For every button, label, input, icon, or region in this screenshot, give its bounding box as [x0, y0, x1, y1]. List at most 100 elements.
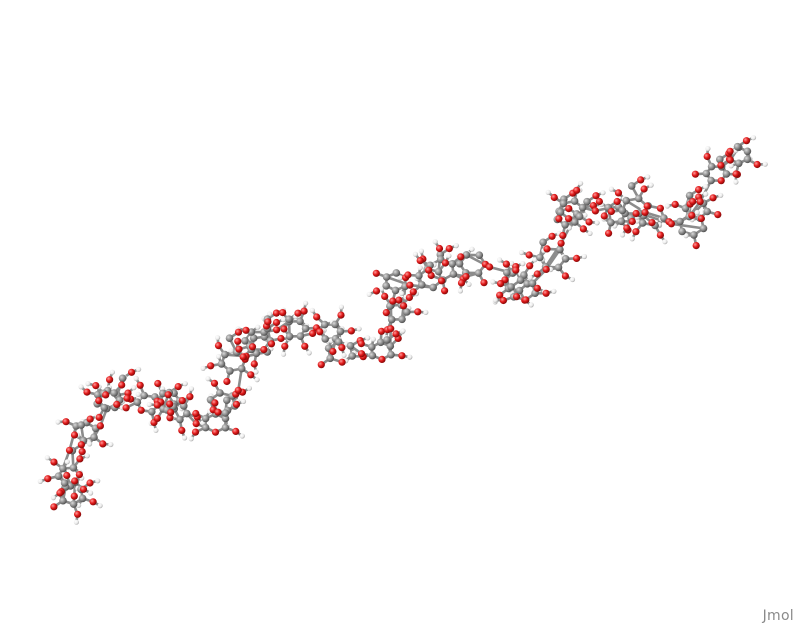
carbon-atom: [743, 147, 752, 156]
hydrogen-atom: [95, 478, 101, 484]
oxygen-atom: [78, 448, 86, 456]
oxygen-atom: [600, 212, 608, 220]
hydrogen-atom: [705, 146, 711, 152]
hydrogen-atom: [109, 369, 115, 375]
carbon-atom: [415, 271, 423, 280]
hydrogen-atom: [108, 441, 114, 448]
carbon-atom: [346, 342, 355, 350]
oxygen-atom: [697, 214, 706, 223]
carbon-atom: [221, 414, 230, 423]
hydrogen-atom: [619, 232, 626, 238]
carbon-atom: [225, 334, 234, 343]
hydrogen-atom: [44, 455, 50, 461]
oxygen-atom: [392, 330, 400, 338]
oxygen-atom: [192, 409, 200, 418]
carbon-atom: [622, 196, 630, 205]
oxygen-atom: [499, 296, 507, 305]
oxygen-atom: [191, 428, 200, 436]
oxygen-atom: [726, 156, 734, 164]
carbon-atom: [515, 286, 524, 295]
carbon-atom: [575, 212, 584, 221]
oxygen-atom: [533, 270, 541, 278]
carbon-atom: [382, 282, 391, 290]
carbon-atom: [386, 342, 395, 350]
oxygen-atom: [192, 420, 200, 428]
hydrogen-atom: [648, 182, 654, 188]
oxygen-atom: [178, 397, 186, 405]
carbon-atom: [285, 315, 293, 324]
oxygen-atom: [561, 272, 570, 280]
oxygen-atom: [753, 160, 761, 169]
oxygen-atom: [273, 326, 281, 334]
hydrogen-atom: [664, 203, 671, 209]
carbon-atom: [391, 286, 400, 295]
oxygen-atom: [210, 379, 219, 387]
hydrogen-atom: [216, 353, 222, 360]
oxygen-atom: [557, 239, 565, 247]
oxygen-atom: [640, 185, 648, 193]
oxygen-atom: [357, 350, 366, 358]
carbon-atom: [681, 204, 690, 213]
hydrogen-atom: [215, 335, 221, 341]
oxygen-atom: [99, 440, 107, 448]
carbon-atom: [201, 423, 210, 432]
oxygen-atom: [648, 219, 656, 227]
oxygen-atom: [438, 277, 446, 285]
oxygen-atom: [641, 208, 649, 216]
oxygen-atom: [623, 224, 631, 232]
oxygen-atom: [186, 393, 194, 401]
carbon-atom: [561, 221, 569, 229]
oxygen-atom: [50, 503, 58, 511]
oxygen-atom: [232, 427, 240, 435]
hydrogen-atom: [600, 190, 606, 196]
oxygen-atom: [329, 347, 337, 356]
hydrogen-atom: [466, 281, 472, 287]
hydrogen-atom: [520, 261, 526, 267]
hydrogen-atom: [306, 350, 312, 356]
oxygen-atom: [573, 186, 581, 194]
hydrogen-atom: [37, 478, 43, 484]
carbon-atom: [607, 218, 615, 227]
carbon-atom: [368, 343, 376, 351]
hydrogen-atom: [423, 309, 429, 315]
hydrogen-atom: [582, 212, 588, 218]
hydrogen-atom: [497, 257, 503, 263]
oxygen-atom: [347, 327, 355, 335]
hydrogen-atom: [338, 304, 344, 310]
oxygen-atom: [136, 381, 144, 389]
oxygen-atom: [632, 209, 640, 218]
carbon-atom: [403, 308, 411, 316]
hydrogen-atom: [131, 385, 137, 391]
oxygen-atom: [605, 229, 613, 237]
hydrogen-atom: [356, 326, 362, 332]
hydrogen-atom: [379, 286, 385, 292]
oxygen-atom: [89, 498, 97, 506]
carbon-atom: [539, 238, 547, 247]
oxygen-atom: [372, 269, 380, 277]
oxygen-atom: [267, 340, 276, 348]
oxygen-atom: [301, 342, 309, 350]
oxygen-atom: [272, 318, 281, 327]
jmol-watermark: Jmol: [762, 608, 794, 624]
hydrogen-atom: [228, 348, 234, 354]
oxygen-atom: [688, 211, 696, 219]
oxygen-atom: [689, 198, 697, 206]
hydrogen-atom: [446, 253, 452, 259]
oxygen-atom: [280, 325, 288, 333]
oxygen-atom: [234, 328, 243, 336]
oxygen-atom: [462, 273, 470, 281]
hydrogen-atom: [135, 391, 141, 397]
oxygen-atom: [691, 170, 700, 178]
oxygen-atom: [695, 186, 703, 194]
oxygen-atom: [425, 266, 433, 274]
oxygen-atom: [223, 377, 231, 386]
hydrogen-atom: [728, 163, 734, 169]
hydrogen-atom: [239, 433, 245, 439]
carbon-atom: [221, 409, 230, 417]
oxygen-atom: [382, 309, 390, 317]
hydrogen-atom: [88, 490, 94, 496]
oxygen-atom: [123, 394, 131, 402]
oxygen-atom: [550, 193, 558, 202]
